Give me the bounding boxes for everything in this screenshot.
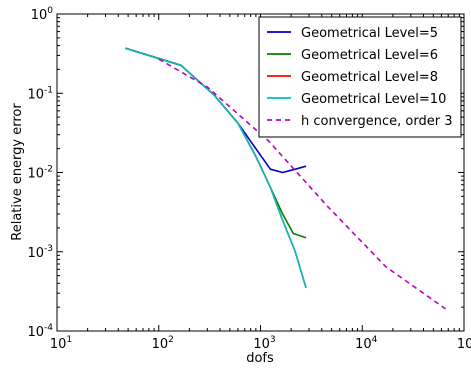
legend-label: Geometrical Level=8 [301, 70, 438, 85]
y-tick-label: 10-4 [27, 323, 53, 340]
x-tick-label: 102 [152, 335, 174, 352]
legend-label: Geometrical Level=10 [301, 92, 446, 107]
x-tick-label: 101 [50, 335, 72, 352]
x-axis-label: dofs [246, 351, 274, 366]
series-line-4 [125, 47, 307, 289]
series-line-5 [158, 58, 447, 310]
y-tick-label: 100 [31, 6, 54, 23]
x-tick-label: 103 [253, 335, 275, 352]
series-layer [125, 47, 447, 310]
y-tick-label: 10-2 [27, 165, 53, 182]
legend-label: Geometrical Level=5 [301, 26, 438, 41]
legend-box [258, 16, 462, 138]
legend-label: Geometrical Level=6 [301, 48, 438, 63]
legend: Geometrical Level=5 Geometrical Level=6 Ge… [258, 16, 462, 138]
x-tick-label: 105 [457, 335, 471, 352]
legend-label: h convergence, order 3 [301, 114, 453, 129]
y-tick-label: 10-1 [27, 85, 53, 102]
x-tick-label: 104 [355, 335, 378, 352]
y-tick-label: 10-3 [27, 244, 53, 261]
y-axis-label: Relative energy error [10, 103, 25, 241]
